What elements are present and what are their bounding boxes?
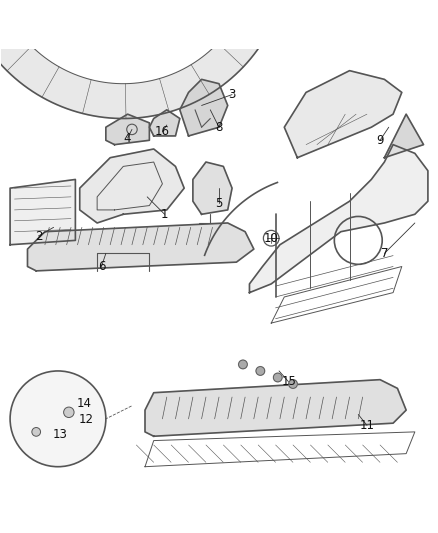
Polygon shape	[0, 0, 283, 118]
Polygon shape	[106, 114, 149, 144]
Text: 1: 1	[161, 208, 168, 221]
Polygon shape	[385, 114, 424, 158]
Polygon shape	[80, 149, 184, 223]
Circle shape	[289, 379, 297, 389]
Text: 5: 5	[215, 197, 223, 210]
Circle shape	[256, 367, 265, 375]
Text: 10: 10	[264, 232, 279, 245]
Text: 2: 2	[35, 230, 42, 243]
Circle shape	[273, 373, 282, 382]
Circle shape	[64, 407, 74, 417]
Text: 13: 13	[53, 427, 67, 441]
Polygon shape	[10, 180, 75, 245]
Text: 14: 14	[77, 397, 92, 410]
Polygon shape	[180, 79, 228, 136]
Text: 12: 12	[79, 413, 94, 426]
Text: 11: 11	[360, 419, 374, 432]
Text: 8: 8	[215, 121, 223, 134]
Circle shape	[239, 360, 247, 369]
Text: 4: 4	[124, 132, 131, 144]
Polygon shape	[284, 71, 402, 158]
Text: 15: 15	[281, 375, 296, 389]
Circle shape	[32, 427, 41, 436]
Text: 16: 16	[155, 125, 170, 138]
Text: 7: 7	[381, 247, 388, 260]
Text: 3: 3	[228, 88, 236, 101]
Polygon shape	[149, 110, 180, 136]
Polygon shape	[250, 144, 428, 293]
Polygon shape	[145, 379, 406, 436]
Circle shape	[10, 371, 106, 467]
Text: 6: 6	[98, 260, 105, 273]
Text: 9: 9	[376, 134, 384, 147]
Polygon shape	[28, 223, 254, 271]
Polygon shape	[193, 162, 232, 214]
